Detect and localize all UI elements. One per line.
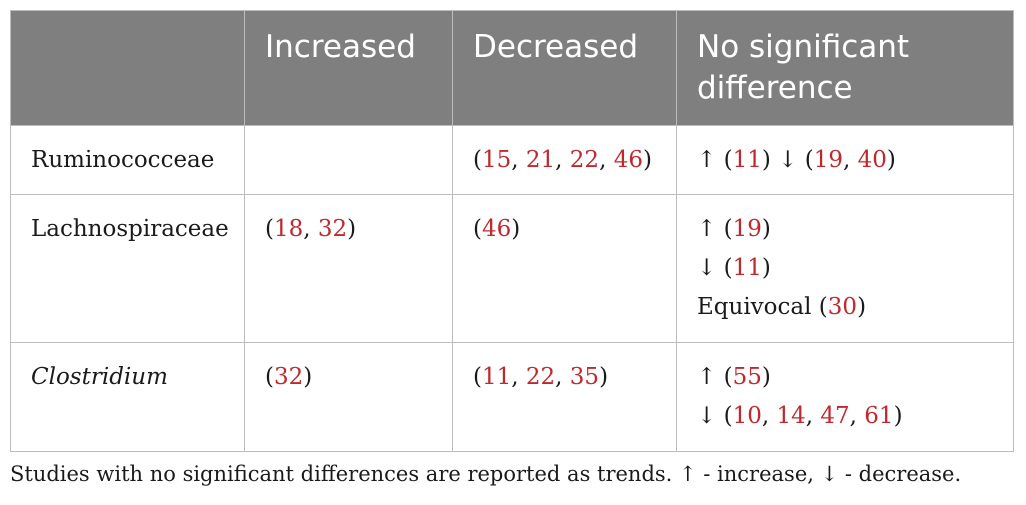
reference-number: 22 xyxy=(569,147,600,173)
reference-number: 10 xyxy=(732,403,762,429)
paren: ) xyxy=(347,216,357,242)
reference-number: 18 xyxy=(273,216,304,242)
separator: , xyxy=(805,403,821,429)
reference-number: 19 xyxy=(813,147,844,173)
paren: ) xyxy=(761,147,771,173)
reference-number: 55 xyxy=(732,364,762,390)
row-label-cell: Ruminococceae xyxy=(10,125,245,195)
trend-prefix: ↑ xyxy=(697,364,724,390)
reference-number: 11 xyxy=(732,147,762,173)
trend-prefix: ↑ xyxy=(697,216,724,242)
paren: ) xyxy=(761,216,771,242)
paren: ) xyxy=(886,147,896,173)
citation-line: ↓ (11) xyxy=(697,249,993,288)
separator: , xyxy=(555,147,570,173)
decreased-cell: (15, 21, 22, 46) xyxy=(452,125,677,195)
citation-line: ↑ (11) ↓ (19, 40) xyxy=(697,141,993,180)
paren: ) xyxy=(599,364,609,390)
no-difference-cell: ↑ (19) ↓ (11) Equivocal (30) xyxy=(676,194,1014,343)
citation-line: (11, 22, 35) xyxy=(473,358,656,397)
paren: ) xyxy=(761,255,771,281)
paren: ( xyxy=(473,147,482,173)
header-cell-decreased: Decreased xyxy=(452,10,677,126)
separator: , xyxy=(761,403,777,429)
reference-number: 46 xyxy=(481,216,512,242)
separator: , xyxy=(511,364,526,390)
increased-cell: (18, 32) xyxy=(244,194,453,343)
trend-prefix: Equivocal xyxy=(697,294,819,320)
header-cell-increased: Increased xyxy=(244,10,453,126)
reference-number: 11 xyxy=(481,364,512,390)
paren: ( xyxy=(723,255,733,281)
reference-number: 47 xyxy=(820,403,850,429)
paren: ( xyxy=(723,403,733,429)
increased-cell xyxy=(244,125,453,195)
decreased-cell: (46) xyxy=(452,194,677,343)
header-cell-no-significant-difference: No significant difference xyxy=(676,10,1014,126)
reference-number: 21 xyxy=(525,147,556,173)
paren: ( xyxy=(723,364,733,390)
separator: , xyxy=(303,216,318,242)
citation-line: (46) xyxy=(473,210,656,249)
results-table: Increased Decreased No significant diffe… xyxy=(10,10,1014,452)
reference-number: 11 xyxy=(732,255,762,281)
reference-number: 46 xyxy=(613,147,643,173)
header-row: Increased Decreased No significant diffe… xyxy=(10,10,1014,126)
citation-line: (32) xyxy=(265,358,432,397)
reference-number: 30 xyxy=(827,294,858,320)
citation-line: ↑ (19) xyxy=(697,210,993,249)
row-label-cell: Clostridium xyxy=(10,342,245,452)
table-footnote: Studies with no significant differences … xyxy=(10,462,962,486)
citation-line: ↓ (10, 14, 47, 61) xyxy=(697,397,993,436)
trend-prefix: ↓ xyxy=(778,147,805,173)
citation-line: ↑ (55) xyxy=(697,358,993,397)
paren: ) xyxy=(511,216,521,242)
no-difference-cell: ↑ (55) ↓ (10, 14, 47, 61) xyxy=(676,342,1014,452)
citation-line: (18, 32) xyxy=(265,210,432,249)
paren: ( xyxy=(265,364,274,390)
paren: ) xyxy=(303,364,313,390)
decreased-cell: (11, 22, 35) xyxy=(452,342,677,452)
reference-number: 14 xyxy=(776,403,806,429)
reference-number: 32 xyxy=(273,364,304,390)
trend-prefix: ↑ xyxy=(697,147,724,173)
table-row: Ruminococceae (15, 21, 22, 46) ↑ (11) ↓ … xyxy=(10,125,1014,195)
paren: ( xyxy=(473,216,482,242)
reference-number: 35 xyxy=(569,364,600,390)
reference-number: 15 xyxy=(481,147,512,173)
paren: ( xyxy=(473,364,482,390)
trend-prefix: ↓ xyxy=(697,403,724,429)
table-row: Clostridium (32) (11, 22, 35) ↑ (55) ↓ (1… xyxy=(10,342,1014,452)
reference-number: 32 xyxy=(317,216,348,242)
paren: ) xyxy=(857,294,867,320)
row-label-cell: Lachnospiraceae xyxy=(10,194,245,343)
reference-number: 40 xyxy=(857,147,887,173)
paren: ( xyxy=(265,216,274,242)
separator: , xyxy=(511,147,526,173)
reference-number: 22 xyxy=(525,364,556,390)
trend-prefix: ↓ xyxy=(697,255,724,281)
citation-line: (15, 21, 22, 46) xyxy=(473,141,656,180)
table-row: Lachnospiraceae (18, 32) (46) ↑ (19) ↓ (1… xyxy=(10,194,1014,343)
reference-number: 61 xyxy=(864,403,894,429)
paren: ( xyxy=(818,294,828,320)
paren: ( xyxy=(804,147,814,173)
paren: ) xyxy=(893,403,903,429)
separator: , xyxy=(849,403,865,429)
header-cell-empty xyxy=(10,10,245,126)
paren: ) xyxy=(642,147,652,173)
citation-line: Equivocal (30) xyxy=(697,288,993,327)
separator: , xyxy=(555,364,570,390)
paren: ) xyxy=(761,364,771,390)
separator: , xyxy=(599,147,614,173)
paren: ( xyxy=(723,216,733,242)
increased-cell: (32) xyxy=(244,342,453,452)
paren: ( xyxy=(723,147,733,173)
separator: , xyxy=(843,147,858,173)
no-difference-cell: ↑ (11) ↓ (19, 40) xyxy=(676,125,1014,195)
reference-number: 19 xyxy=(732,216,762,242)
